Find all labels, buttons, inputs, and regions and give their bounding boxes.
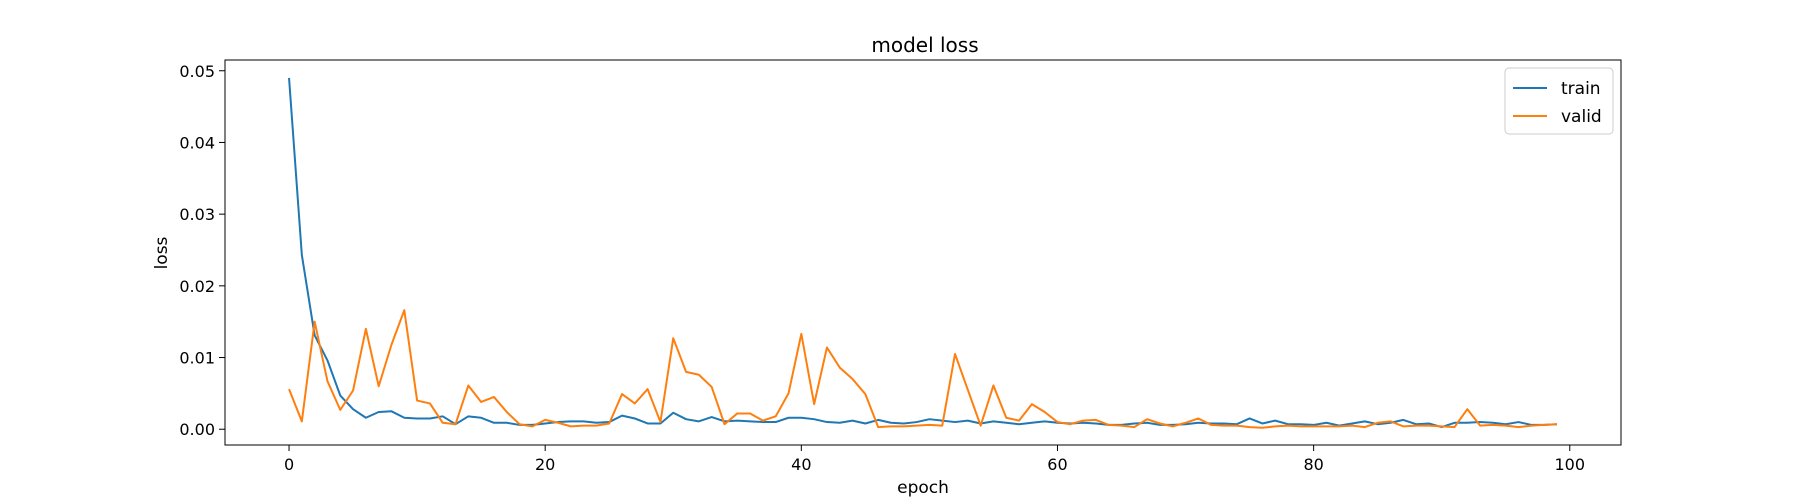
y-tick-label: 0.02	[179, 277, 215, 296]
legend-box	[1504, 67, 1614, 135]
chart-title: model loss	[871, 33, 978, 57]
y-tick-label: 0.00	[179, 420, 215, 439]
series-line-train	[288, 77, 1558, 429]
x-tick-label: 80	[1303, 455, 1323, 474]
x-tick-label: 40	[791, 455, 811, 474]
y-axis: 0.00 0.01 0.02 0.03 0.04 0.05	[179, 62, 225, 439]
legend-label-train: train	[1561, 79, 1601, 99]
x-tick-label: 60	[1047, 455, 1067, 474]
y-axis-label: loss	[152, 236, 172, 269]
x-tick-label: 100	[1554, 455, 1585, 474]
series-line-valid	[288, 309, 1558, 429]
y-tick-label: 0.01	[179, 349, 215, 368]
plot-area	[224, 59, 1622, 446]
y-tick-label: 0.04	[179, 133, 215, 152]
legend: train valid	[1504, 67, 1614, 135]
x-tick-label: 20	[535, 455, 555, 474]
y-tick-label: 0.03	[179, 205, 215, 224]
series-layer	[288, 77, 1558, 429]
plot-frame	[224, 59, 1622, 446]
y-tick-label: 0.05	[179, 62, 215, 81]
x-tick-label: 0	[284, 455, 294, 474]
x-axis-label: epoch	[897, 478, 949, 498]
x-axis: 0 20 40 60 80 100	[284, 445, 1585, 474]
legend-label-valid: valid	[1561, 107, 1602, 127]
